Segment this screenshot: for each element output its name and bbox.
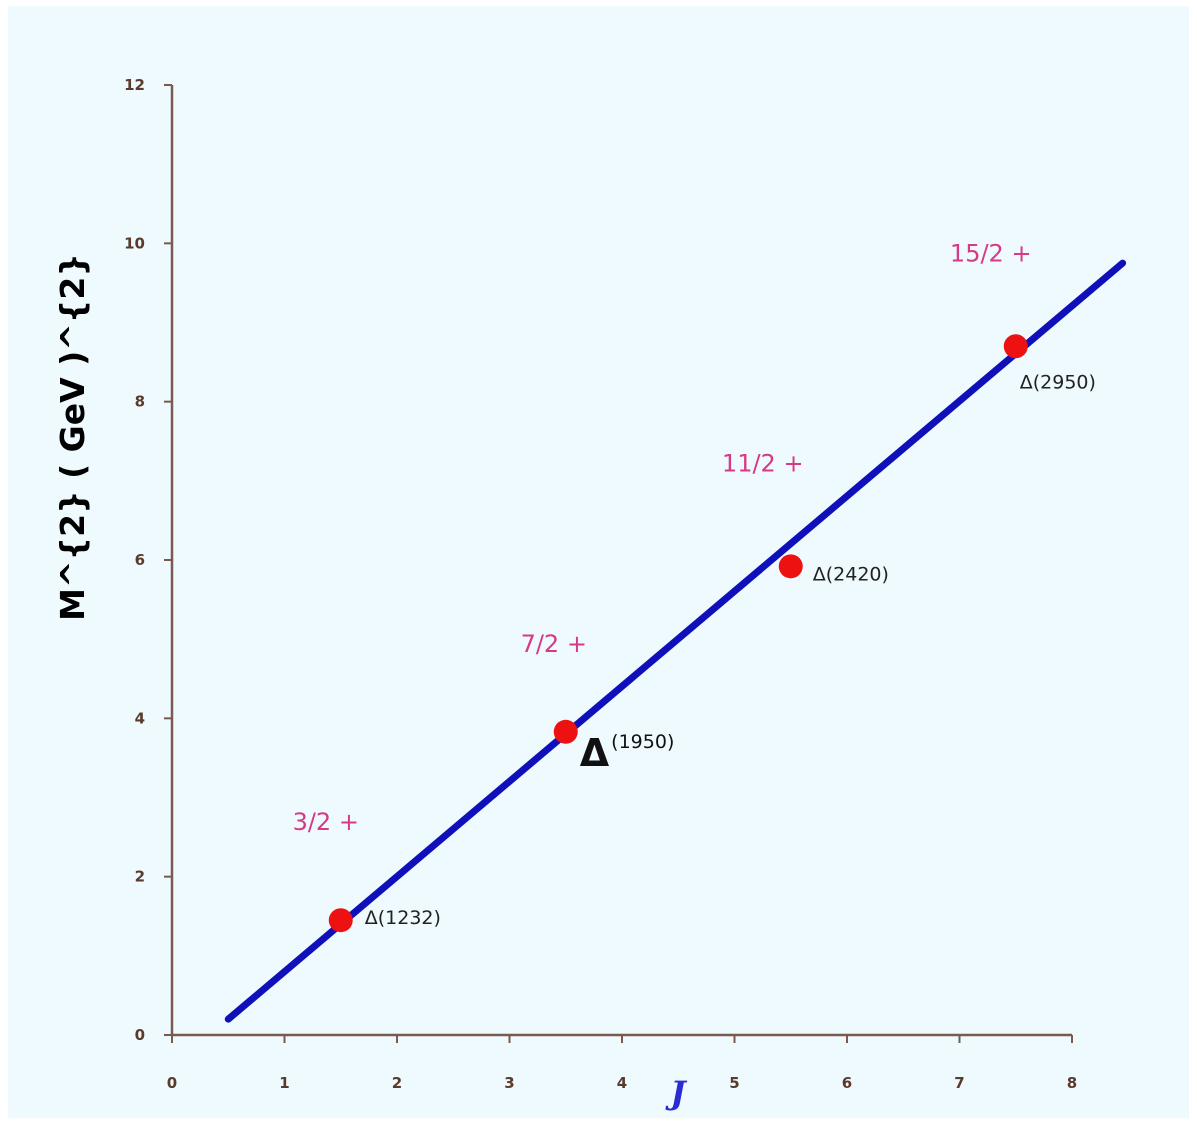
annotations-layer: 3/2 + Δ(1232) 7/2 + Δ (1950) 11/2 + Δ(2420) 15/… — [293, 239, 1096, 929]
x-tick-label: 6 — [842, 1074, 852, 1092]
x-tick-label: 0 — [167, 1074, 177, 1092]
y-axis-label: M^{2} ( GeV )^{2} — [53, 253, 92, 621]
x-tick-label: 8 — [1067, 1074, 1077, 1092]
resonance-label: Δ(2950) — [1020, 371, 1096, 393]
resonance-mass: (1950) — [611, 731, 674, 753]
fit-line — [224, 259, 1127, 1023]
resonance-label: Δ (1950) — [580, 731, 675, 775]
x-tick-label: 4 — [617, 1074, 627, 1092]
y-tick-label: 8 — [135, 393, 145, 411]
x-axis-label: J — [664, 1074, 687, 1112]
x-tick-label: 1 — [279, 1074, 289, 1092]
fit-line-layer — [224, 259, 1127, 1023]
x-tick-label: 7 — [954, 1074, 964, 1092]
data-points-layer — [328, 334, 1028, 933]
y-tick-label: 6 — [135, 551, 145, 569]
x-tick-label: 5 — [729, 1074, 739, 1092]
data-point — [1003, 334, 1028, 359]
y-tick-label: 2 — [135, 868, 145, 886]
data-point — [553, 719, 578, 744]
y-tick-label: 0 — [135, 1026, 145, 1044]
spin-parity-label: 7/2 + — [521, 630, 587, 658]
plot-panel — [8, 6, 1189, 1118]
y-tick-label: 12 — [124, 76, 145, 94]
spin-parity-label: 11/2 + — [722, 449, 804, 477]
spin-parity-label: 3/2 + — [293, 808, 359, 836]
spin-parity-label: 15/2 + — [950, 239, 1032, 267]
data-point — [328, 908, 353, 933]
resonance-symbol: Δ — [580, 731, 610, 775]
x-tick-label: 2 — [392, 1074, 402, 1092]
resonance-label: Δ(1232) — [365, 907, 441, 929]
y-tick-label: 10 — [124, 234, 145, 252]
x-tick-label: 3 — [504, 1074, 514, 1092]
y-tick-label: 4 — [135, 709, 145, 727]
resonance-label: Δ(2420) — [813, 563, 889, 585]
data-point — [778, 554, 803, 579]
